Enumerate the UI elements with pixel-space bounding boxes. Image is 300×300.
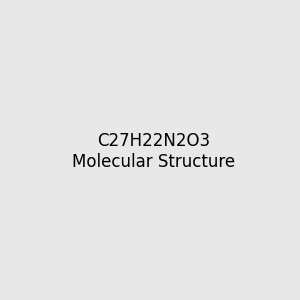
Text: C27H22N2O3
Molecular Structure: C27H22N2O3 Molecular Structure — [72, 132, 235, 171]
